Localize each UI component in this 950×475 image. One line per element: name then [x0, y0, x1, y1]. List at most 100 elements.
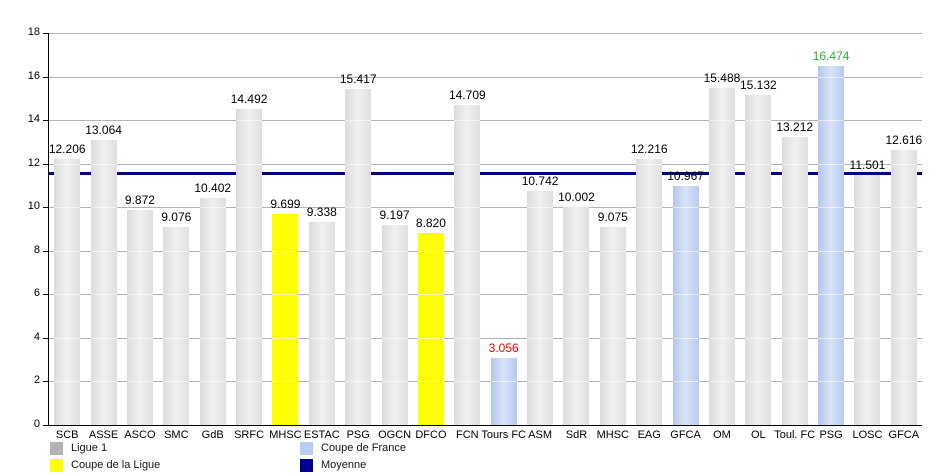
gridline — [49, 120, 922, 122]
bar-value-label: 14.492 — [230, 92, 268, 107]
x-axis-category-label: Toul. FC — [774, 429, 816, 441]
bar[interactable] — [527, 191, 554, 425]
bar[interactable] — [308, 221, 335, 425]
gridline-over-bar — [345, 207, 372, 209]
gridline-over-bar — [54, 381, 81, 383]
x-axis-category-label: SMC — [164, 429, 189, 441]
bar[interactable] — [236, 109, 263, 425]
gridline-over-bar — [563, 250, 590, 252]
legend-item-coupe_france[interactable]: Coupe de France — [300, 441, 406, 455]
x-axis-category-label: FCN — [456, 429, 479, 441]
bar[interactable] — [381, 224, 408, 425]
bar[interactable] — [708, 87, 735, 425]
bar-value-label: 15.417 — [339, 72, 377, 87]
gridline-over-bar — [636, 294, 663, 296]
bar[interactable] — [563, 207, 590, 425]
bar[interactable] — [890, 150, 917, 425]
bar[interactable] — [417, 232, 444, 425]
gridline-over-bar — [454, 294, 481, 296]
gridline-over-bar — [708, 163, 735, 165]
gridline-over-bar — [890, 381, 917, 383]
gridline-over-bar — [527, 337, 554, 339]
gridline-over-bar — [90, 294, 117, 296]
bar[interactable] — [90, 140, 117, 425]
bar-value-label: 12.616 — [885, 133, 923, 148]
gridline-over-bar — [126, 294, 153, 296]
legend-item-moyenne[interactable]: Moyenne — [300, 458, 366, 472]
gridline-over-bar — [890, 250, 917, 252]
x-axis-category-label: ASM — [528, 429, 552, 441]
bar[interactable] — [163, 227, 190, 425]
gridline-over-bar — [381, 337, 408, 339]
bar[interactable] — [636, 158, 663, 425]
x-axis-category-label: EAG — [637, 429, 661, 441]
gridline-over-bar — [163, 250, 190, 252]
gridline-over-bar — [163, 381, 190, 383]
gridline-over-bar — [236, 163, 263, 165]
gridline-over-bar — [781, 294, 808, 296]
legend-item-ligue1[interactable]: Ligue 1 — [50, 441, 107, 455]
average-line — [49, 172, 922, 176]
gridline-over-bar — [781, 207, 808, 209]
gridline-over-bar — [636, 381, 663, 383]
bar[interactable] — [454, 104, 481, 425]
bar[interactable] — [126, 210, 153, 425]
gridline-over-bar — [272, 250, 299, 252]
gridline-over-bar — [745, 207, 772, 209]
y-axis-tick — [43, 381, 48, 383]
gridline-over-bar — [527, 294, 554, 296]
bar[interactable] — [599, 227, 626, 425]
x-axis-category-label: GdB — [201, 429, 224, 441]
gridline-over-bar — [163, 337, 190, 339]
x-axis-category-label: ASCO — [124, 429, 156, 441]
gridline-over-bar — [636, 207, 663, 209]
gridline-over-bar — [818, 163, 845, 165]
gridline-over-bar — [818, 250, 845, 252]
y-axis-tick — [43, 33, 48, 34]
legend-item-coupe_ligue[interactable]: Coupe de la Ligue — [50, 458, 160, 472]
x-axis-category-label: SdR — [565, 429, 588, 441]
bar[interactable] — [745, 95, 772, 425]
y-axis-tick-label: 0 — [33, 418, 40, 430]
gridline-over-bar — [854, 250, 881, 252]
x-axis-category-label: SCB — [55, 429, 79, 441]
gridline-over-bar — [308, 381, 335, 383]
gridline — [49, 381, 922, 383]
gridline-over-bar — [708, 294, 735, 296]
bar-value-label: 9.338 — [306, 204, 337, 219]
gridline-over-bar — [345, 163, 372, 165]
gridline-over-bar — [854, 207, 881, 209]
bar[interactable] — [781, 137, 808, 425]
bar-value-label: 14.709 — [448, 87, 486, 102]
gridline-over-bar — [417, 250, 444, 252]
bar-value-label: 9.076 — [161, 210, 192, 225]
bar[interactable] — [490, 358, 517, 425]
bar[interactable] — [272, 213, 299, 425]
bar[interactable] — [854, 174, 881, 425]
bar[interactable] — [818, 66, 845, 425]
gridline-over-bar — [890, 163, 917, 165]
bar-value-label: 9.197 — [379, 207, 410, 222]
gridline-over-bar — [672, 207, 699, 209]
bar[interactable] — [672, 186, 699, 425]
gridline-over-bar — [236, 207, 263, 209]
gridline-over-bar — [527, 250, 554, 252]
y-axis-tick-label: 14 — [27, 113, 40, 126]
bar-value-label: 11.501 — [849, 157, 886, 172]
legend-label: Coupe de la Ligue — [71, 458, 161, 471]
bar-value-label: 9.075 — [597, 210, 628, 225]
bar[interactable] — [345, 89, 372, 425]
gridline-over-bar — [636, 163, 663, 165]
gridline-over-bar — [454, 120, 481, 122]
y-axis-tick — [43, 250, 48, 252]
x-axis-category-label: PSG — [819, 429, 843, 441]
gridline-over-bar — [308, 250, 335, 252]
x-axis-category-label: GFCA — [670, 429, 701, 441]
bar[interactable] — [54, 159, 81, 425]
bar[interactable] — [199, 198, 226, 425]
gridline-over-bar — [90, 337, 117, 339]
gridline-over-bar — [417, 337, 444, 339]
gridline-over-bar — [890, 207, 917, 209]
gridline-over-bar — [199, 381, 226, 383]
